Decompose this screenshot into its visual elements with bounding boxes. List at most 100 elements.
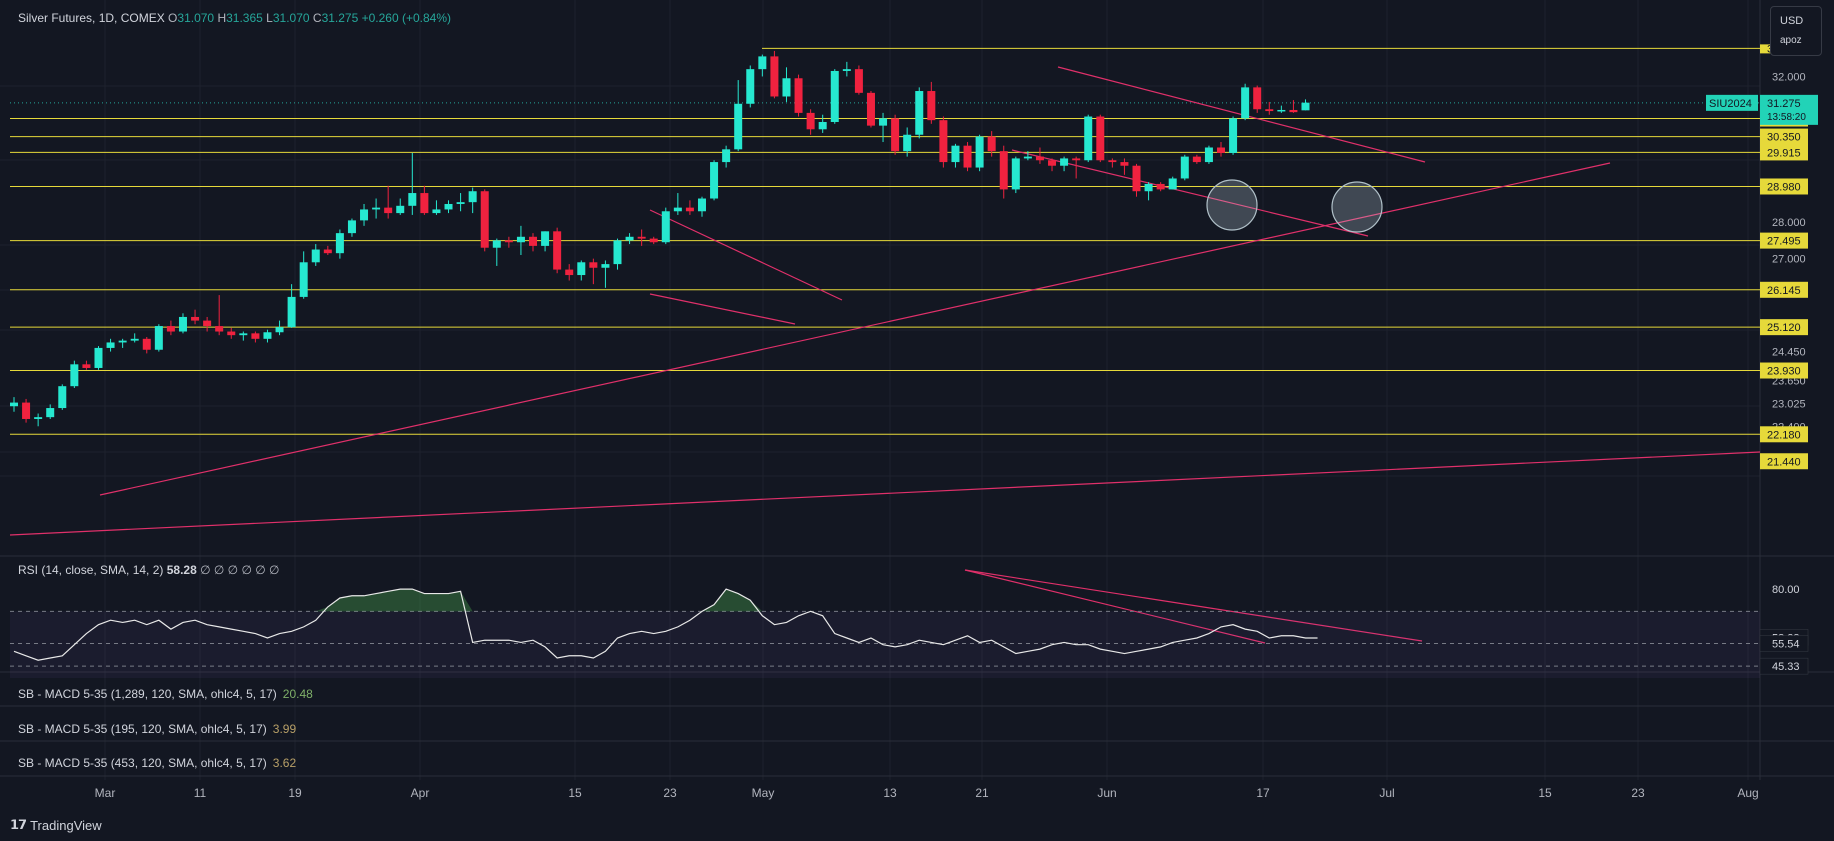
candle-up xyxy=(975,136,984,168)
candle-up xyxy=(830,70,839,122)
level-price-label: 30.350 xyxy=(1767,132,1801,144)
candle-up xyxy=(34,417,43,419)
symbol-title: Silver Futures, 1D, COMEX xyxy=(18,11,165,25)
currency-code[interactable]: USD xyxy=(1780,15,1804,27)
candle-down xyxy=(323,249,332,254)
candle-up xyxy=(1229,118,1238,153)
candle-up xyxy=(1204,147,1213,163)
time-axis-label: Jul xyxy=(1379,786,1394,800)
macd-1-label: SB - MACD 5-35 (1,289, 120, SMA, ohlc4, … xyxy=(18,687,277,701)
macd-3-value: 3.62 xyxy=(272,756,297,770)
time-axis-label: 21 xyxy=(975,786,989,800)
low-label: L xyxy=(266,11,273,25)
tradingview-logo[interactable]: 𝟭𝟳 TradingView xyxy=(10,817,102,833)
time-axis-label: 15 xyxy=(568,786,582,800)
candle-up xyxy=(697,198,706,212)
level-price-label: 23.930 xyxy=(1767,366,1801,378)
rsi-legend[interactable]: RSI (14, close, SMA, 14, 2) 58.28 ∅ ∅ ∅ … xyxy=(18,563,280,577)
candle-up xyxy=(10,402,18,407)
candle-down xyxy=(553,231,562,270)
candle-up xyxy=(842,69,851,71)
countdown-label: 13:58:20 xyxy=(1767,112,1806,123)
level-price-label: 27.495 xyxy=(1767,236,1801,248)
candle-up xyxy=(1060,158,1069,166)
macd-legend-2[interactable]: SB - MACD 5-35 (195, 120, SMA, ohlc4, 5,… xyxy=(18,722,296,736)
candle-down xyxy=(770,56,779,97)
candle-up xyxy=(746,69,755,104)
candle-up xyxy=(1241,87,1250,119)
symbol-legend[interactable]: Silver Futures, 1D, COMEX O31.070 H31.36… xyxy=(18,11,451,25)
candle-down xyxy=(529,236,538,246)
candlestick-series xyxy=(10,50,1310,427)
candle-down xyxy=(1120,162,1129,166)
candle-down xyxy=(1192,156,1201,163)
candle-down xyxy=(987,136,996,152)
time-axis-label: Mar xyxy=(95,786,116,800)
candle-down xyxy=(191,316,200,321)
candle-down xyxy=(649,238,658,243)
macd-legend-1[interactable]: SB - MACD 5-35 (1,289, 120, SMA, ohlc4, … xyxy=(18,687,313,701)
candle-up xyxy=(915,91,924,135)
level-price-tag xyxy=(1760,281,1808,298)
currency-selector[interactable]: USD apoz xyxy=(1770,6,1822,56)
rsi-scale-label: 80.00 xyxy=(1772,584,1800,596)
rsi-label: RSI (14, close, SMA, 14, 2) xyxy=(18,563,164,577)
candle-up xyxy=(263,332,272,339)
candle-up xyxy=(1180,156,1189,179)
candle-up xyxy=(722,149,731,163)
candle-down xyxy=(927,91,936,121)
candle-up xyxy=(299,262,308,297)
time-axis-label: 13 xyxy=(883,786,897,800)
chart-grid xyxy=(0,0,1760,780)
rsi-overbought-fill xyxy=(14,589,1318,612)
low-value: 31.070 xyxy=(272,11,310,25)
support-resistance-levels xyxy=(10,47,1760,435)
candle-up xyxy=(347,220,356,234)
candle-up xyxy=(661,211,670,243)
trend-line xyxy=(649,293,796,325)
candle-up xyxy=(903,134,912,152)
candle-up xyxy=(516,236,525,243)
candle-up xyxy=(492,240,501,248)
close-label: C xyxy=(312,11,322,25)
candle-up xyxy=(444,203,453,210)
candle-down xyxy=(794,78,803,113)
candle-down xyxy=(420,193,429,214)
open-label: O xyxy=(168,11,178,25)
candle-up xyxy=(710,162,719,199)
rsi-scale-tag xyxy=(1759,657,1809,675)
level-price-label: 21.440 xyxy=(1767,456,1801,468)
price-scale-label: 24.450 xyxy=(1772,347,1806,359)
highlight-circle xyxy=(1206,179,1258,231)
high-label: H xyxy=(217,11,227,25)
trend-line xyxy=(649,209,843,301)
candle-down xyxy=(1217,147,1225,153)
candle-up xyxy=(106,342,115,348)
rsi-value: 58.28 xyxy=(166,563,197,577)
time-axis: Mar 11 19 Apr 15 23 May 13 21 Jun 17 Jul 15 23 Aug xyxy=(95,786,1759,800)
candle-down xyxy=(565,269,574,276)
close-value: 31.275 xyxy=(321,11,359,25)
candle-up xyxy=(1084,116,1093,161)
time-axis-label: Jun xyxy=(1097,786,1116,800)
candle-up xyxy=(311,249,320,263)
time-axis-label: Aug xyxy=(1737,786,1758,800)
candle-up xyxy=(673,207,682,212)
candle-up xyxy=(625,236,634,241)
candle-down xyxy=(1132,165,1141,192)
candle-up xyxy=(818,121,827,130)
candle-down xyxy=(1096,116,1105,161)
time-axis-label: 19 xyxy=(288,786,302,800)
candle-down xyxy=(1156,183,1165,190)
logo-text: TradingView xyxy=(30,817,102,833)
candle-down xyxy=(203,320,212,327)
time-axis-label: 23 xyxy=(663,786,677,800)
candle-up xyxy=(758,56,767,70)
macd-legend-3[interactable]: SB - MACD 5-35 (453, 120, SMA, ohlc4, 5,… xyxy=(18,756,296,770)
highlight-circle xyxy=(1331,181,1383,233)
candle-down xyxy=(82,364,91,368)
candle-up xyxy=(1011,158,1020,190)
candle-up xyxy=(613,240,622,265)
level-price-label: 22.180 xyxy=(1767,429,1801,441)
